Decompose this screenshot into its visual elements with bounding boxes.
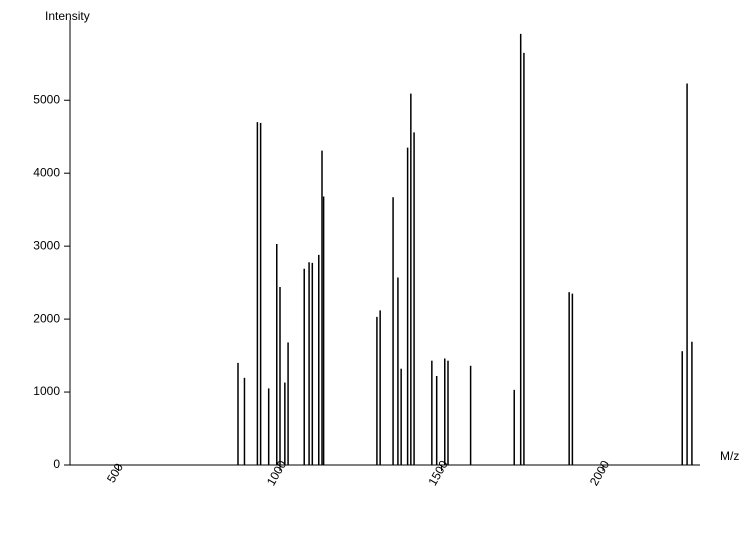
mass-spectrum-chart: { "chart": { "type": "mass-spectrum", "w… — [0, 0, 750, 540]
y-tick-label: 1000 — [33, 384, 60, 398]
y-tick-label: 5000 — [33, 92, 60, 106]
y-tick-label: 0 — [53, 457, 60, 471]
y-tick-label: 3000 — [33, 238, 60, 252]
x-axis-label: M/z — [720, 449, 739, 463]
spectrum-svg: 010002000300040005000500100015002000Inte… — [0, 0, 750, 540]
y-axis-label: Intensity — [45, 9, 90, 23]
y-tick-label: 4000 — [33, 165, 60, 179]
x-tick-label: 1500 — [425, 458, 451, 488]
y-tick-label: 2000 — [33, 311, 60, 325]
x-tick-label: 2000 — [587, 458, 613, 488]
x-tick-label: 500 — [104, 461, 126, 486]
